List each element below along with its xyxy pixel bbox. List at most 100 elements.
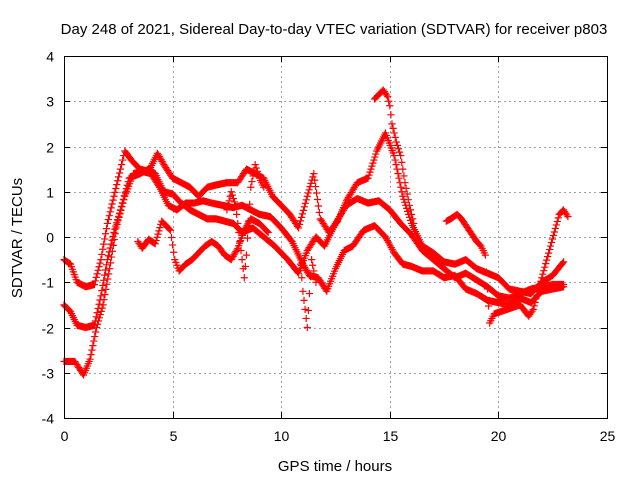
series-track-f: [297, 256, 320, 332]
data-point: [308, 256, 316, 264]
data-point: [300, 203, 308, 211]
data-point: [481, 251, 489, 259]
data-point: [97, 256, 105, 264]
data-point: [110, 192, 118, 200]
data-point: [156, 224, 164, 232]
data-point: [299, 206, 308, 214]
data-point: [99, 281, 107, 290]
data-point: [384, 93, 392, 101]
data-point: [391, 156, 399, 164]
data-point: [312, 278, 320, 286]
data-point: [97, 307, 105, 315]
data-point: [301, 199, 309, 207]
data-point: [401, 179, 409, 187]
data-point: [95, 263, 103, 271]
data-point: [403, 204, 411, 212]
data-point: [304, 306, 312, 315]
y-tick-label: 0: [46, 230, 54, 246]
y-tick-label: -2: [42, 321, 55, 337]
data-point: [541, 263, 549, 271]
data-point: [530, 302, 538, 310]
y-tick-label: -4: [42, 411, 55, 427]
data-point: [116, 206, 125, 214]
data-point: [105, 248, 113, 256]
y-tick-label: 4: [46, 49, 54, 65]
data-point: [392, 161, 400, 169]
y-tick-label: 1: [46, 185, 54, 201]
data-point: [543, 256, 551, 264]
data-point: [170, 248, 178, 256]
data-point: [112, 222, 120, 230]
data-point: [231, 201, 240, 209]
data-point: [123, 181, 131, 189]
data-point: [254, 171, 262, 179]
data-point: [372, 150, 380, 158]
data-point: [106, 244, 114, 252]
data-point: [542, 260, 550, 268]
data-point: [395, 148, 404, 156]
x-tick-label: 5: [170, 428, 178, 444]
data-point: [100, 240, 108, 248]
data-points: [60, 86, 572, 379]
x-tick-label: 0: [61, 428, 69, 444]
data-point: [531, 298, 539, 306]
data-point: [309, 261, 317, 269]
data-point: [391, 133, 399, 142]
grid-lines: [64, 56, 607, 418]
data-point: [240, 274, 248, 282]
data-point: [403, 190, 411, 198]
data-point: [246, 200, 254, 208]
data-point: [399, 165, 407, 173]
data-point: [314, 202, 323, 210]
data-point: [260, 183, 268, 191]
data-point: [301, 305, 309, 313]
data-point: [264, 228, 272, 237]
data-point: [312, 182, 320, 191]
data-point: [388, 120, 396, 128]
data-point: [118, 199, 127, 207]
data-point: [103, 256, 112, 264]
data-point: [224, 201, 232, 209]
data-point: [392, 138, 400, 146]
data-point: [393, 141, 402, 149]
chart-title: Day 248 of 2021, Sidereal Day-to-day VTE…: [61, 21, 608, 38]
data-point: [230, 198, 239, 206]
data-point: [296, 217, 305, 225]
data-point: [167, 233, 176, 242]
data-point: [104, 252, 112, 260]
data-point: [109, 232, 117, 240]
data-point: [368, 162, 376, 170]
x-tick-label: 20: [491, 428, 507, 444]
data-point: [302, 196, 310, 204]
data-point: [303, 323, 311, 332]
data-point: [234, 219, 242, 228]
data-point: [98, 287, 106, 295]
data-point: [99, 301, 107, 309]
data-point: [371, 153, 379, 161]
data-point: [106, 265, 114, 273]
data-point: [399, 192, 407, 200]
data-point: [407, 210, 416, 218]
data-point: [236, 237, 244, 246]
data-point: [235, 228, 243, 237]
data-point: [367, 165, 375, 173]
data-point: [91, 317, 99, 325]
data-point: [152, 236, 160, 245]
data-point: [369, 159, 377, 167]
data-point: [122, 185, 130, 193]
data-point: [243, 234, 252, 242]
data-point: [115, 169, 124, 177]
data-point: [121, 188, 129, 196]
data-point: [394, 170, 402, 178]
data-point: [533, 291, 541, 299]
data-point: [103, 280, 111, 288]
axis-ticks: [64, 56, 608, 419]
data-point: [88, 346, 96, 354]
data-point: [551, 224, 559, 233]
y-tick-label: 3: [46, 94, 54, 110]
data-point: [117, 161, 126, 169]
data-point: [101, 266, 110, 274]
data-point: [529, 305, 537, 313]
data-point: [300, 296, 308, 304]
